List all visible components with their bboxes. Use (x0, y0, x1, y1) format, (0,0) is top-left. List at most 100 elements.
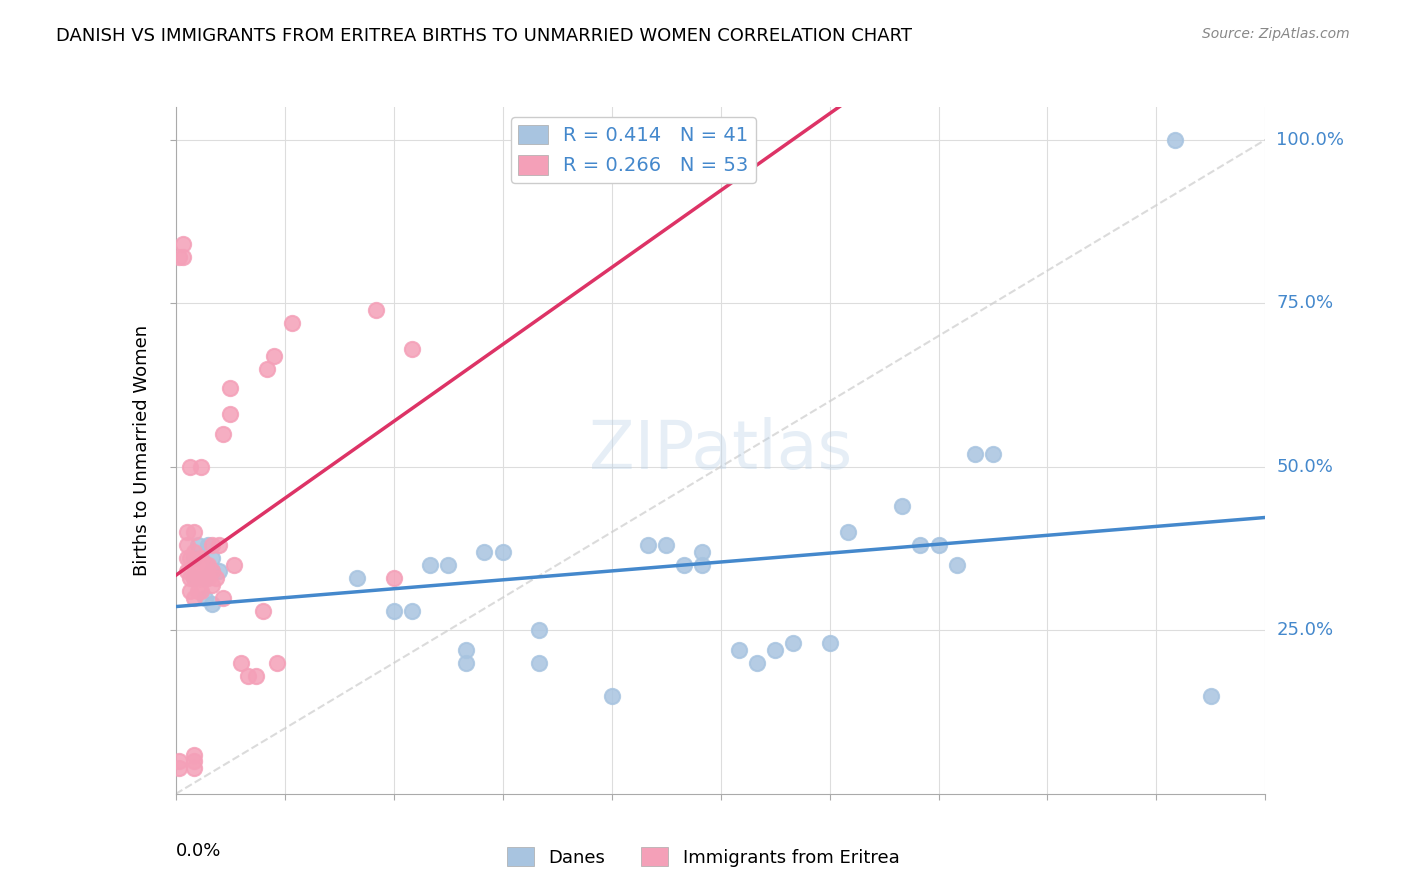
Point (201, 538, 224, 552)
Point (190, 459, 212, 474)
Point (201, 551, 224, 566)
Point (364, 302, 387, 317)
Legend: R = 0.414   N = 41, R = 0.266   N = 53: R = 0.414 N = 41, R = 0.266 N = 53 (510, 117, 756, 183)
Point (256, 361, 278, 376)
Point (945, 558, 967, 572)
Point (169, 251, 191, 265)
Point (197, 558, 219, 572)
Point (186, 584, 209, 599)
Point (692, 545, 714, 559)
Point (782, 636, 804, 650)
Point (963, 447, 986, 461)
Text: ZIPatlas: ZIPatlas (589, 417, 852, 483)
Point (1199, 689, 1222, 703)
Point (183, 525, 205, 540)
Point (172, 237, 194, 252)
Point (201, 565, 224, 579)
Text: Source: ZipAtlas.com: Source: ZipAtlas.com (1202, 27, 1350, 41)
Point (197, 571, 219, 585)
Point (1163, 133, 1185, 147)
Legend: Danes, Immigrants from Eritrea: Danes, Immigrants from Eritrea (499, 840, 907, 874)
Point (190, 551, 212, 566)
Point (169, 761, 191, 775)
Point (263, 349, 285, 363)
Text: 50.0%: 50.0% (1277, 458, 1333, 475)
Point (186, 538, 209, 552)
Point (382, 571, 405, 585)
Point (183, 551, 205, 566)
Point (201, 565, 224, 579)
Point (219, 381, 242, 395)
Point (212, 427, 235, 442)
Point (183, 591, 205, 605)
Point (179, 584, 201, 599)
Point (190, 584, 212, 599)
Point (231, 656, 253, 670)
Point (194, 571, 217, 585)
Point (183, 571, 205, 585)
Point (692, 558, 714, 572)
Point (456, 656, 478, 670)
Point (219, 408, 242, 422)
Point (208, 565, 231, 579)
Point (492, 545, 515, 559)
Point (197, 538, 219, 552)
Point (266, 656, 288, 670)
Point (673, 558, 696, 572)
Point (179, 571, 201, 585)
Point (891, 499, 914, 513)
Point (190, 571, 212, 585)
Text: DANISH VS IMMIGRANTS FROM ERITREA BIRTHS TO UNMARRIED WOMEN CORRELATION CHART: DANISH VS IMMIGRANTS FROM ERITREA BIRTHS… (56, 27, 912, 45)
Point (183, 754, 205, 768)
Point (745, 656, 768, 670)
Point (183, 747, 205, 762)
Point (176, 565, 198, 579)
Point (183, 761, 205, 775)
Point (212, 591, 235, 605)
Point (179, 459, 201, 474)
Point (194, 571, 217, 585)
Point (837, 525, 859, 540)
Text: 25.0%: 25.0% (1277, 622, 1333, 640)
Point (222, 558, 245, 572)
Point (981, 447, 1004, 461)
Point (176, 525, 198, 540)
Point (245, 669, 267, 683)
Point (419, 558, 441, 572)
Point (186, 571, 209, 585)
Point (183, 545, 205, 559)
Point (346, 571, 368, 585)
Point (179, 551, 201, 566)
Point (437, 558, 460, 572)
Y-axis label: Births to Unmarried Women: Births to Unmarried Women (134, 325, 152, 576)
Point (169, 754, 191, 768)
Point (201, 597, 224, 611)
Point (183, 571, 205, 585)
Point (172, 251, 194, 265)
Point (637, 538, 659, 552)
Point (928, 538, 950, 552)
Text: 75.0%: 75.0% (1277, 294, 1333, 312)
Point (401, 342, 423, 356)
Point (208, 538, 231, 552)
Point (186, 558, 209, 572)
Point (176, 538, 198, 552)
Point (456, 643, 478, 657)
Point (818, 636, 841, 650)
Point (204, 571, 226, 585)
Text: 0.0%: 0.0% (176, 842, 221, 860)
Point (183, 558, 205, 572)
Point (527, 624, 550, 638)
Point (252, 604, 274, 618)
Point (474, 545, 496, 559)
Point (727, 643, 749, 657)
Point (281, 316, 304, 330)
Point (401, 604, 423, 618)
Point (382, 604, 405, 618)
Text: 100.0%: 100.0% (1277, 131, 1344, 149)
Point (763, 643, 786, 657)
Point (194, 558, 217, 572)
Point (194, 591, 217, 605)
Point (600, 689, 623, 703)
Point (655, 538, 678, 552)
